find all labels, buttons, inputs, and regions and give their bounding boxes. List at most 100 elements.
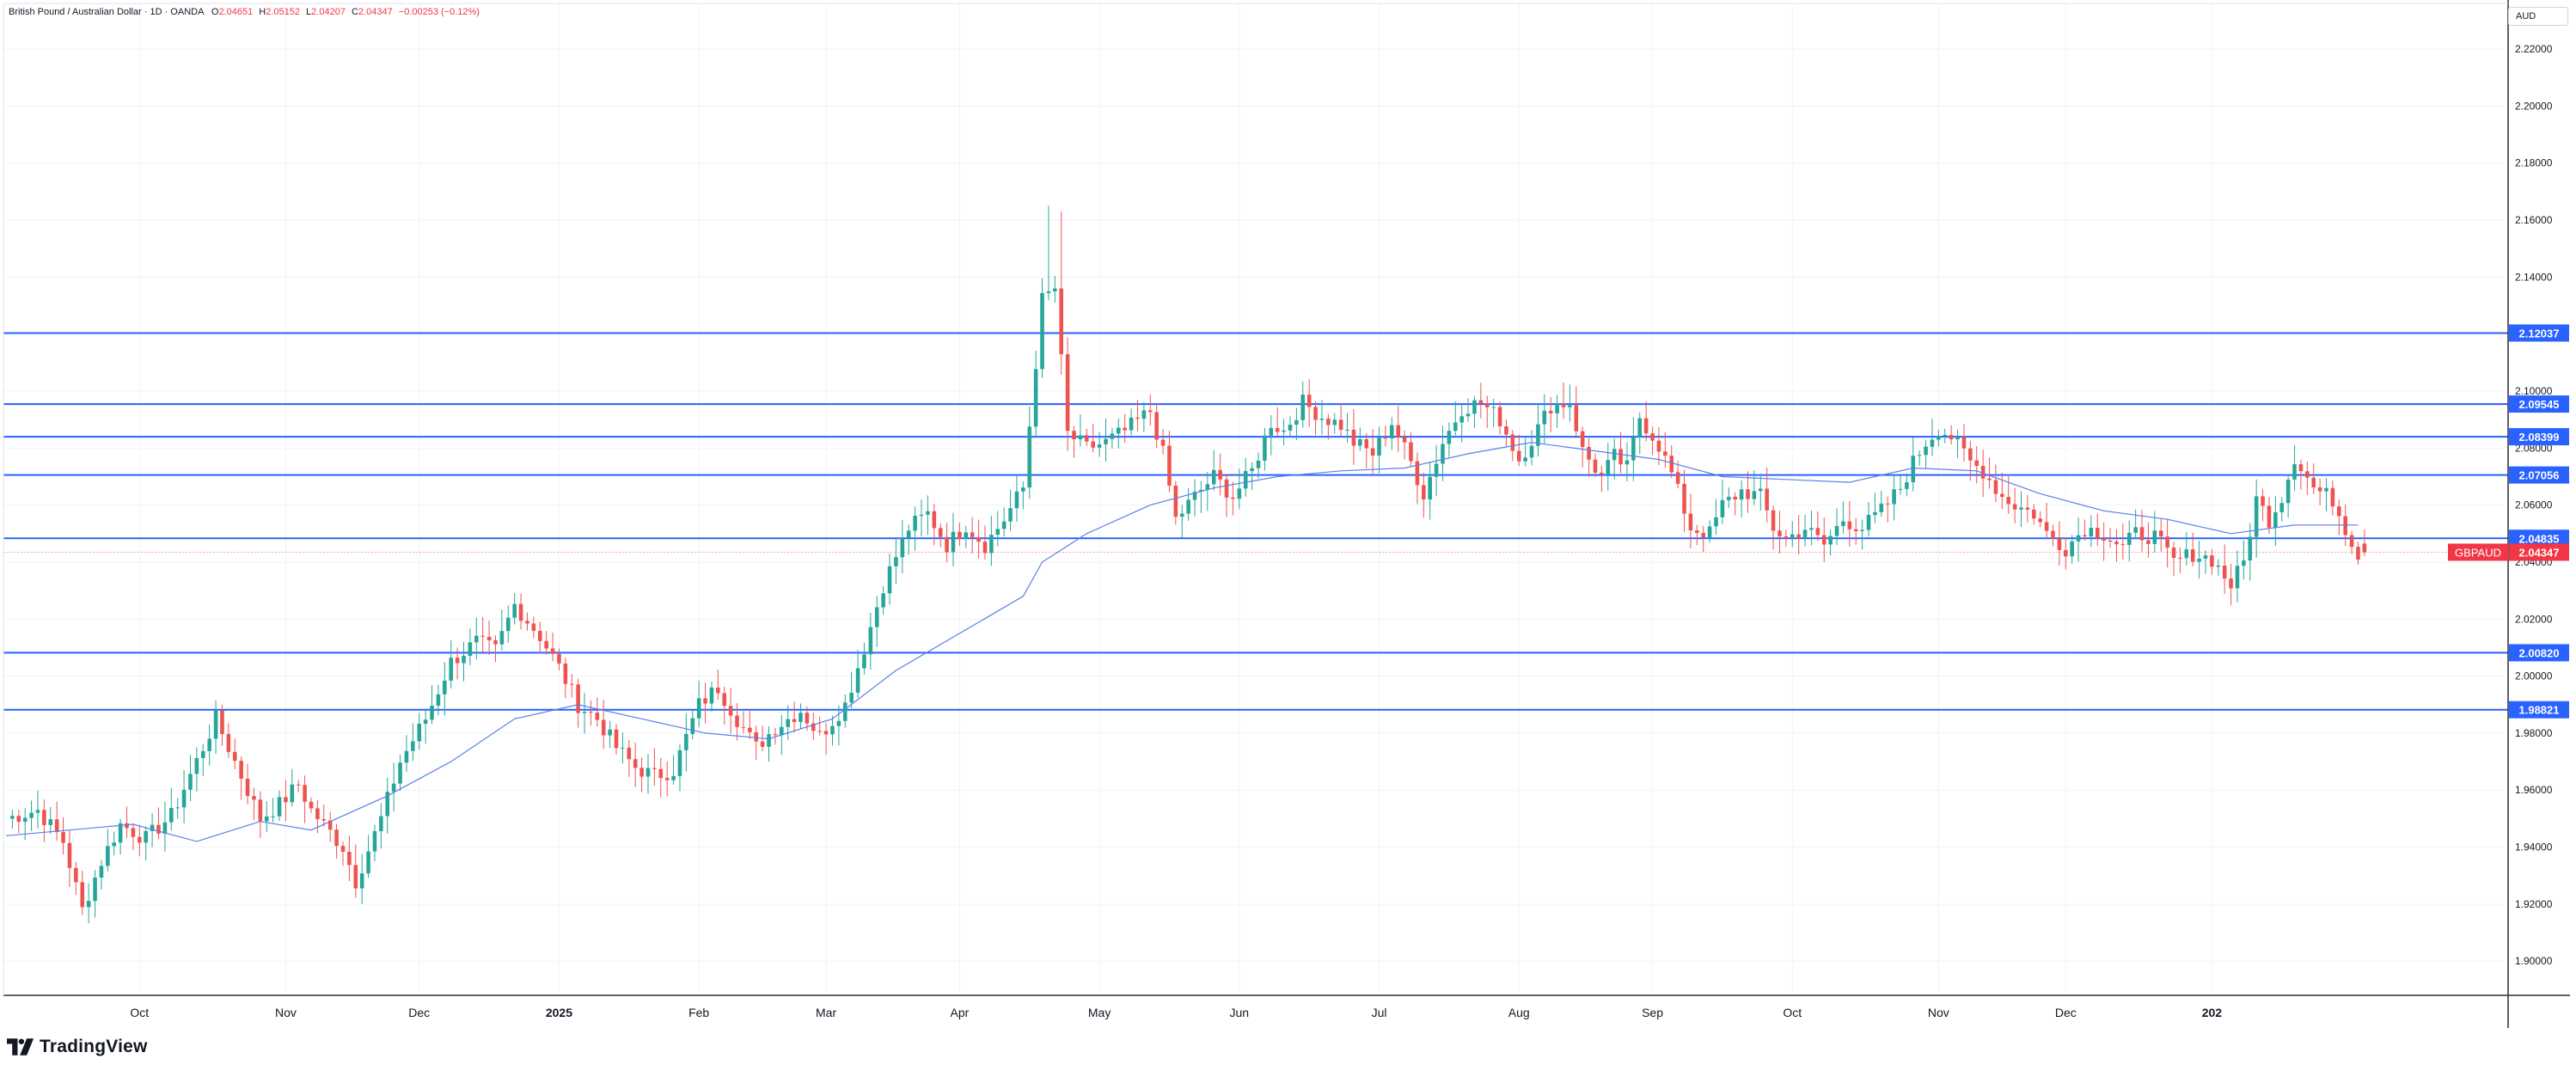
candle-body [1123, 427, 1127, 431]
candle-body [2152, 530, 2157, 544]
candle-body [1955, 437, 1960, 440]
candle-body [1809, 528, 1814, 530]
candle-body [1001, 521, 1007, 529]
candle-body [80, 882, 85, 908]
candle-body [340, 846, 346, 853]
time-tick-label: 202 [2202, 1006, 2223, 1019]
candle-body [1758, 488, 1763, 492]
candle-body [2139, 527, 2145, 541]
candle-body [1428, 476, 1432, 500]
candle-body [1937, 436, 1941, 440]
candle-body [1211, 469, 1216, 485]
time-tick-label: Jul [1372, 1006, 1387, 1019]
candle-body [213, 710, 218, 739]
candle-body [1727, 496, 1731, 500]
price-tick-label: 2.20000 [2515, 100, 2553, 112]
candle-body [67, 842, 72, 868]
candle-body [54, 819, 59, 833]
candle-body [1821, 535, 1826, 545]
low-label: L [306, 7, 312, 17]
candle-body [1834, 525, 1839, 536]
candle-body [2095, 527, 2100, 539]
candle-body [2349, 535, 2354, 548]
candle-body [728, 706, 733, 716]
price-axis[interactable]: 2.22000 2.20000 2.18000 2.16000 2.14000 2.120… [2448, 43, 2569, 967]
candle-body [1898, 488, 1903, 490]
candle-body [1497, 407, 1502, 427]
candle-body [1351, 429, 1356, 446]
candle-body [1256, 460, 1261, 468]
candle-body [1847, 521, 1852, 529]
candle-body [290, 784, 295, 803]
candle-body [913, 516, 917, 531]
candle-body [379, 816, 383, 832]
candle-body [1306, 395, 1312, 407]
candle-body [1516, 450, 1521, 462]
candle-body [2285, 479, 2291, 504]
candle-body [1370, 448, 1375, 456]
level-price-label: 2.07056 [2519, 469, 2560, 482]
candle-body [2203, 555, 2208, 560]
time-tick-label: Sep [1642, 1006, 1663, 1019]
candle-body [608, 729, 612, 736]
candle-body [932, 511, 937, 529]
candle-body [2171, 548, 2176, 558]
candle-body [964, 532, 969, 539]
tradingview-logo[interactable]: TradingView [7, 1037, 148, 1057]
candle-body [2273, 512, 2278, 528]
candle-body [169, 808, 174, 823]
candle-body [2317, 487, 2322, 492]
candle-body [1993, 480, 1998, 494]
horizontal-levels [3, 332, 2508, 711]
candle-body [1147, 410, 1153, 413]
candle-body [1231, 497, 1235, 499]
candle-body [1491, 407, 1496, 408]
candle-body [1625, 460, 1630, 465]
candle-body [970, 532, 975, 537]
candle-body [42, 810, 46, 825]
time-axis[interactable]: Oct Nov Dec 2025 Feb Mar Apr May Jun Jul Aug Sep Oct… [130, 1006, 2222, 1019]
candle-body [537, 630, 542, 641]
candle-body [722, 693, 727, 707]
candle-body [633, 759, 638, 768]
candle-body [754, 731, 759, 742]
candle-body [391, 783, 396, 792]
candle-body [748, 727, 752, 732]
candle-body [359, 873, 364, 889]
candle-body [735, 715, 739, 727]
candle-body [1288, 425, 1293, 431]
candle-body [321, 819, 327, 821]
time-tick-label: Oct [1783, 1006, 1802, 1019]
candle-body [1656, 440, 1661, 452]
candle-body [2076, 535, 2081, 542]
candle-body [1434, 463, 1439, 477]
candle-body [1911, 456, 1916, 483]
candle-body [1415, 461, 1420, 486]
candle-body [760, 741, 765, 747]
candle-body [232, 751, 237, 762]
candle-body [1072, 431, 1076, 440]
candle-body [1021, 487, 1025, 492]
candle-body [455, 658, 460, 664]
candle-body [1669, 456, 1674, 473]
candle-body [2000, 493, 2004, 498]
candle-body [1682, 483, 1686, 514]
candle-body [226, 734, 231, 752]
candle-body [2165, 536, 2169, 548]
candle-body [1205, 484, 1210, 490]
candle-body [767, 734, 771, 747]
candle-body [1943, 435, 1948, 437]
candle-body [1542, 410, 1547, 425]
candle-body [2051, 530, 2055, 539]
candle-body [1319, 419, 1325, 420]
candle-body [1968, 448, 1973, 461]
level-price-label: 2.00820 [2519, 646, 2560, 659]
moving-average [5, 442, 2359, 842]
currency-selector[interactable]: AUD [2508, 7, 2568, 26]
candle-body [823, 731, 829, 735]
open-label: O [211, 7, 219, 17]
candle-body [1765, 488, 1769, 511]
candle-body [480, 635, 485, 637]
